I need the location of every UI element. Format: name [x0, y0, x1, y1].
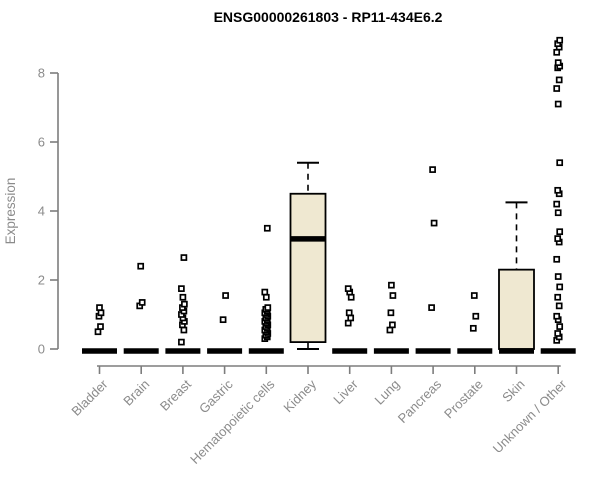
outlier-points-layer — [94, 36, 564, 346]
x-tick-label: Liver — [330, 376, 361, 407]
outlier-point — [219, 316, 227, 324]
outlier-point — [94, 328, 102, 336]
y-tick-label: 2 — [38, 273, 45, 288]
outlier-point — [261, 288, 269, 296]
x-tick-label: Prostate — [441, 377, 486, 422]
outlier-point — [555, 76, 563, 84]
outlier-point — [472, 312, 480, 320]
outlier-point — [555, 302, 563, 310]
x-tick-label: Unknown / Other — [490, 376, 570, 456]
outlier-point — [470, 292, 478, 299]
y-tick-label: 6 — [38, 135, 45, 150]
x-tick-label: Kidney — [280, 376, 319, 415]
outlier-point — [554, 330, 562, 337]
x-tick-label: Pancreas — [395, 376, 445, 426]
iqr-box — [498, 268, 535, 350]
outlier-point — [469, 324, 477, 332]
outlier-point — [179, 293, 187, 301]
outlier-point — [262, 293, 270, 301]
outlier-point — [428, 304, 435, 311]
outlier-point — [554, 186, 562, 194]
x-tick-label: Bladder — [68, 376, 111, 419]
outlier-point — [554, 59, 562, 67]
x-tick-label: Breast — [157, 376, 194, 413]
outlier-point — [96, 304, 103, 311]
x-tick-label: Lung — [371, 377, 402, 408]
outlier-point — [553, 200, 561, 208]
outlier-point — [178, 285, 185, 292]
y-axis-label: Expression — [3, 178, 18, 245]
outlier-point — [388, 281, 395, 289]
chart-title: ENSG00000261803 - RP11-434E6.2 — [214, 9, 443, 25]
outlier-point — [344, 319, 352, 327]
y-tick-label: 4 — [38, 204, 45, 219]
x-tick-label: Brain — [120, 377, 152, 409]
outlier-point — [554, 273, 562, 280]
outlier-point — [553, 255, 561, 263]
outlier-point — [556, 323, 564, 330]
x-tick-label: Gastric — [196, 376, 236, 416]
outlier-point — [553, 85, 561, 92]
box-skin — [498, 201, 535, 354]
outlier-point — [180, 254, 188, 261]
outlier-point — [344, 285, 352, 292]
outlier-point — [347, 293, 355, 301]
outlier-point — [554, 293, 562, 301]
outlier-point — [430, 219, 438, 227]
iqr-box — [289, 192, 327, 344]
outlier-point — [553, 312, 561, 320]
outlier-point — [429, 166, 436, 173]
outlier-point — [556, 228, 564, 236]
outlier-point — [556, 283, 564, 291]
outlier-point — [554, 235, 562, 242]
outlier-point — [180, 326, 188, 334]
outlier-point — [554, 100, 562, 108]
outlier-point — [97, 309, 105, 317]
x-tick-label: Skin — [499, 377, 527, 405]
outlier-point — [554, 209, 562, 217]
outlier-point — [387, 309, 395, 317]
outlier-point — [345, 309, 353, 317]
outlier-point — [222, 292, 229, 299]
outlier-point — [556, 159, 564, 167]
box-kidney — [289, 161, 327, 350]
outlier-point — [389, 292, 397, 299]
y-tick-label: 0 — [38, 342, 45, 357]
outlier-point — [553, 48, 561, 56]
outlier-point — [264, 304, 272, 311]
outlier-point — [181, 300, 188, 308]
outlier-point — [137, 262, 145, 270]
outlier-point — [389, 321, 396, 329]
boxes-layer — [82, 161, 576, 354]
outlier-point — [263, 224, 271, 232]
outlier-point — [178, 338, 185, 346]
y-tick-label: 8 — [38, 66, 45, 81]
outlier-point — [138, 299, 146, 306]
outlier-point — [97, 323, 104, 330]
outlier-point — [386, 326, 394, 334]
outlier-point — [556, 36, 564, 44]
outlier-point — [347, 314, 355, 322]
